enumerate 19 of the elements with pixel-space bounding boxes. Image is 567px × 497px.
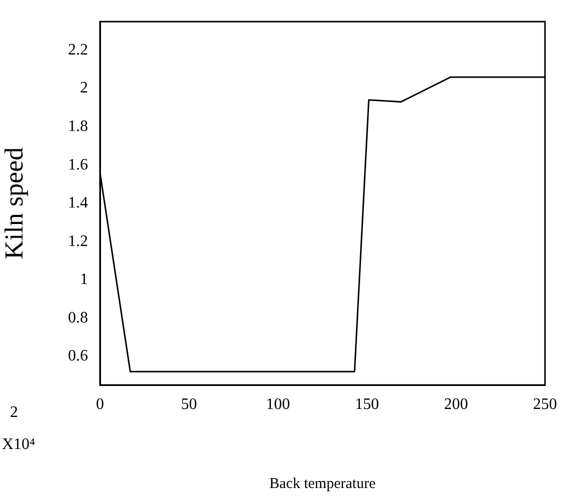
y-tick-label: 0.6 (68, 348, 88, 365)
x-tick-label: 150 (355, 396, 379, 413)
text: 2 (10, 404, 18, 422)
y-tick-label: 0.8 (68, 309, 88, 326)
y-tick-label: 2 (80, 80, 88, 97)
x-tick-label: 250 (533, 396, 557, 413)
y-axis-title: Kiln speed (0, 147, 28, 260)
x-tick-label: 50 (181, 396, 197, 413)
y-tick-label: 1.2 (68, 232, 88, 250)
y-tick-label: 2.2 (68, 41, 88, 58)
y-tick-label: 1.4 (68, 194, 88, 212)
x-tick-label: 0 (96, 396, 104, 413)
x-tick-label: 100 (266, 396, 290, 413)
y-tick-label: 1.8 (68, 118, 88, 135)
x-axis-title: Back temperature (269, 476, 376, 492)
text: X10⁴ (2, 436, 36, 454)
y-tick-label: 1.6 (68, 156, 88, 174)
y-tick-label: 1 (80, 271, 88, 288)
x-tick-label: 200 (444, 396, 468, 413)
